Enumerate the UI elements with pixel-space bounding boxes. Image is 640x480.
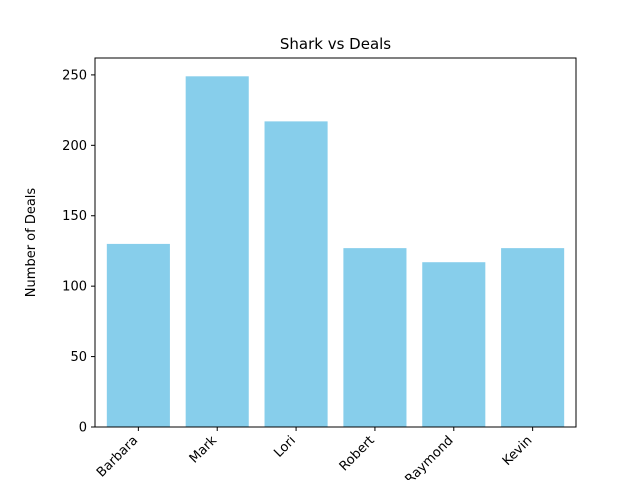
x-tick-label-mark: Mark [187,433,221,467]
chart-title: Shark vs Deals [280,35,391,53]
x-tick-label-raymond: Raymond [403,433,457,480]
bar-raymond [422,262,486,427]
bars-layer [106,76,565,428]
x-tick-label-robert: Robert [337,433,378,474]
y-tick-label: 0 [79,421,87,436]
y-tick-label: 100 [62,280,87,295]
y-tick-label: 250 [62,68,87,83]
y-tick-label: 200 [62,139,87,154]
bar-kevin [501,248,565,427]
bar-lori [264,121,328,427]
y-axis: 0 50 100 150 200 250 [62,68,95,436]
bar-barbara [106,243,170,427]
y-axis-title: Number of Deals [24,188,39,298]
bar-mark [185,76,249,428]
x-tick-label-kevin: Kevin [500,433,536,469]
y-tick-label: 50 [70,350,87,365]
bar-robert [343,248,407,427]
x-tick-label-lori: Lori [271,433,299,461]
x-tick-label-barbara: Barbara [94,433,141,480]
x-axis: Barbara Mark Lori Robert Raymond Kevin [94,427,535,480]
plot-frame [94,57,577,428]
y-tick-label: 150 [62,209,87,224]
